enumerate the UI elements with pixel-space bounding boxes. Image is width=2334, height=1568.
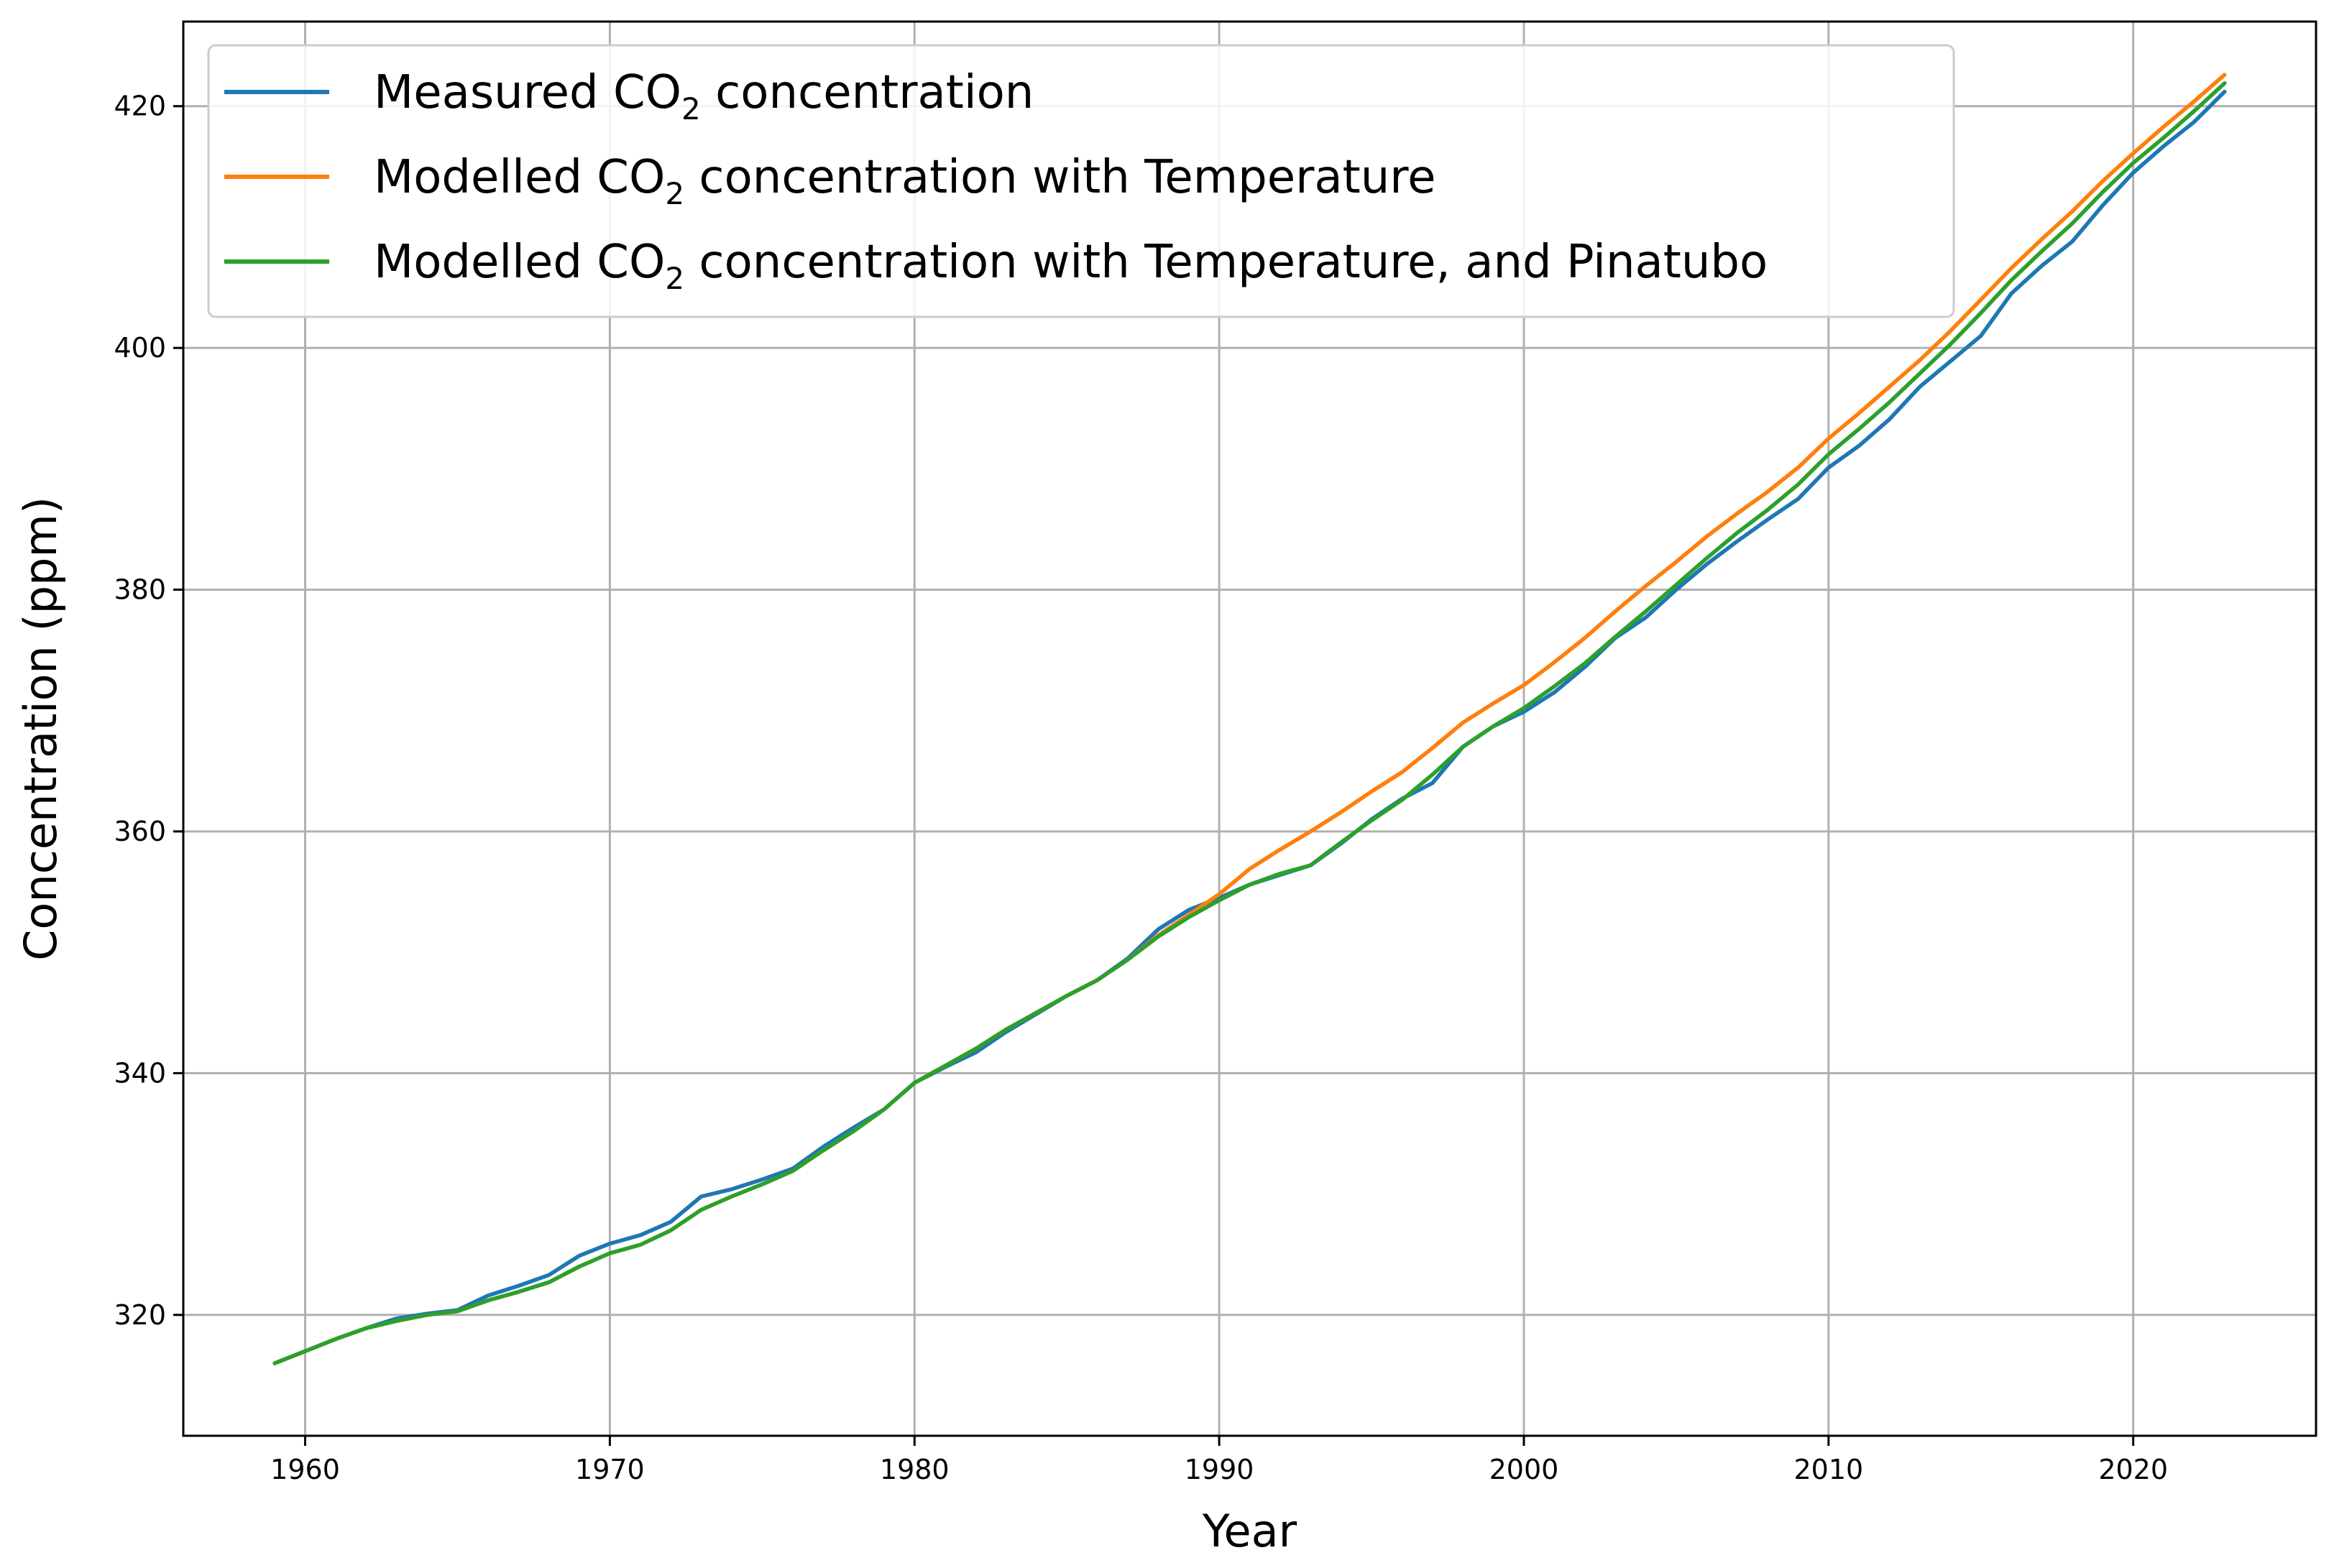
y-tick-label: 360 [114, 816, 166, 847]
x-tick-label: 2020 [2098, 1454, 2168, 1485]
series-line-3 [272, 81, 2227, 1365]
x-tick-label: 2000 [1489, 1454, 1559, 1485]
x-tick-label: 2010 [1793, 1454, 1863, 1485]
y-axis-ticks: 320 340 360 380 400 420 [114, 91, 183, 1331]
y-tick-label: 380 [114, 574, 166, 606]
legend: Measured CO2 concentration Modelled CO2 c… [207, 44, 1955, 318]
x-axis-ticks: 1960 1970 1980 1990 2000 2010 2020 [270, 1436, 2168, 1485]
y-tick-label: 400 [114, 332, 166, 364]
legend-label-3: Modelled CO2 concentration with Temperat… [374, 236, 1768, 296]
legend-label-1: Measured CO2 concentration [374, 66, 1034, 126]
y-axis-label: Concentration (ppm) [14, 497, 67, 961]
y-tick-label: 420 [114, 91, 166, 122]
y-tick-label: 340 [114, 1057, 166, 1089]
plot-frame [182, 20, 2317, 1437]
x-tick-label: 1980 [880, 1454, 950, 1485]
legend-label-2: Modelled CO2 concentration with Temperat… [374, 151, 1436, 211]
x-axis-label: Year [1202, 1505, 1297, 1557]
series-lines [272, 73, 2227, 1365]
legend-box [207, 44, 1955, 318]
x-tick-label: 1990 [1185, 1454, 1254, 1485]
y-tick-label: 320 [114, 1299, 166, 1331]
x-tick-label: 1960 [270, 1454, 340, 1485]
x-tick-label: 1970 [575, 1454, 645, 1485]
